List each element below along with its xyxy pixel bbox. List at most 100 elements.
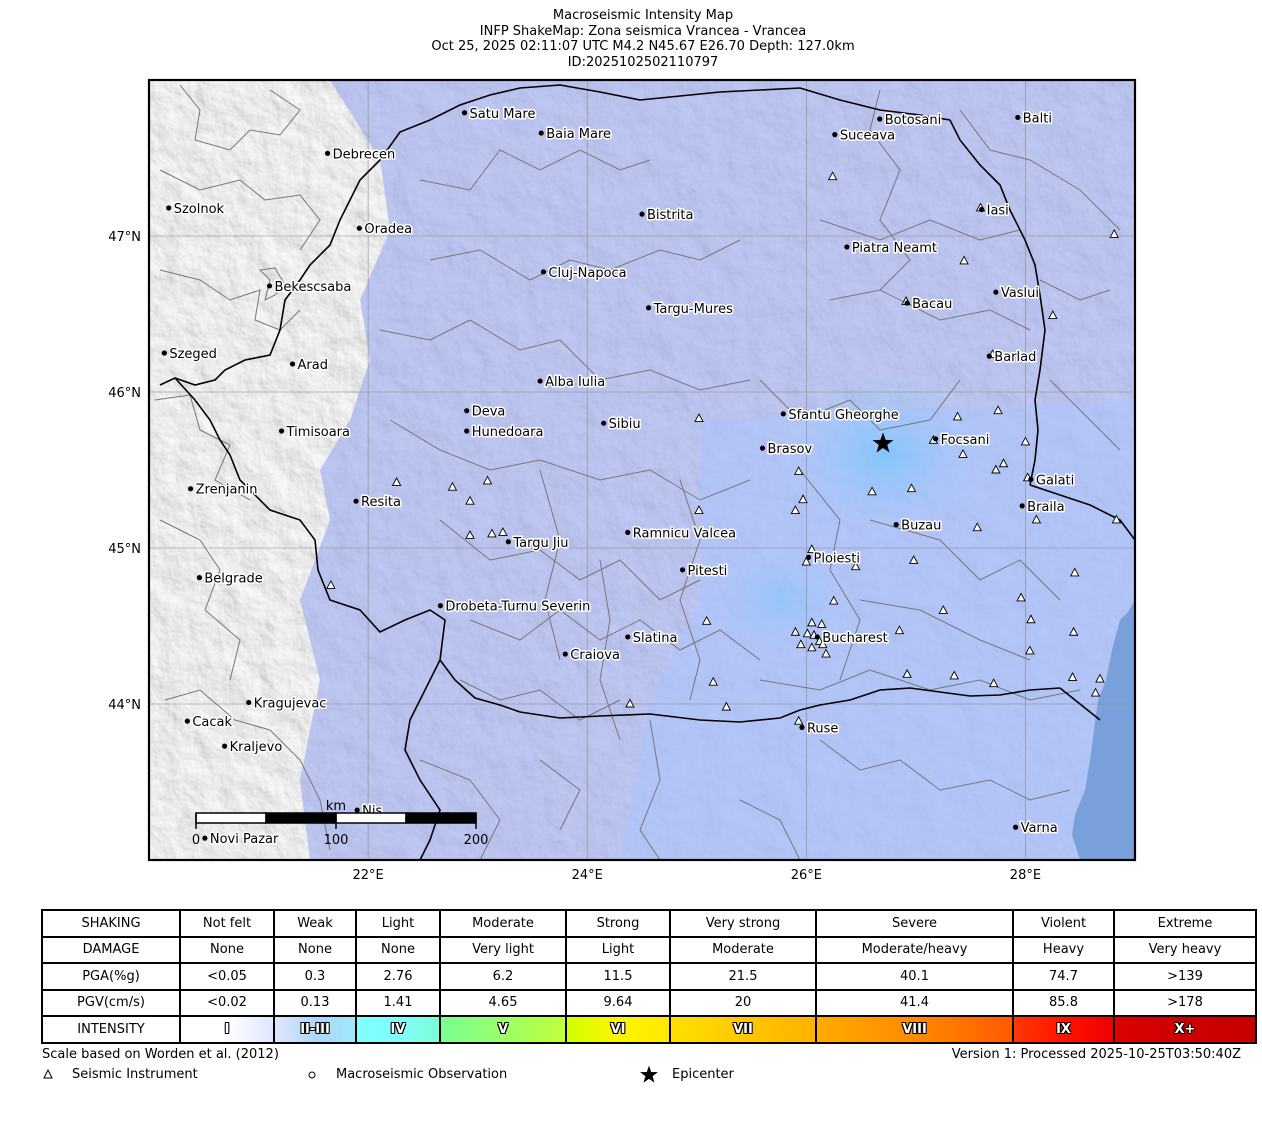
legend-cell: <0.05 <box>179 962 275 991</box>
city-dot <box>844 244 850 250</box>
city: Pitesti <box>679 562 729 580</box>
city-label: Kragujevac <box>254 696 327 711</box>
city-label: Braila <box>1027 500 1064 515</box>
macroseismic-key-icon <box>308 1071 316 1079</box>
seismic-instrument-marker <box>1109 228 1119 238</box>
legend-row-header: SHAKING <box>41 909 181 938</box>
city-label: Satu Mare <box>470 107 536 122</box>
city: Hunedoara <box>464 424 545 442</box>
legend-cell: None <box>179 935 275 964</box>
city-label: Arad <box>298 358 328 373</box>
seismic-instrument-marker <box>1067 672 1078 681</box>
legend-row-header: PGV(cm/s) <box>41 988 181 1017</box>
city: Debrecen <box>324 146 397 164</box>
lat-tick-label: 44°N <box>108 698 141 713</box>
city: Targu-Mures <box>645 300 735 318</box>
seismic-instrument-marker <box>938 604 949 614</box>
seismic-instrument-marker <box>902 668 912 678</box>
legend-cell: Not felt <box>179 909 275 938</box>
legend-cell: 20 <box>669 988 817 1017</box>
city-label: Vaslui <box>1001 286 1039 301</box>
city-dot <box>601 420 607 426</box>
city-dot <box>645 305 652 311</box>
city: Focsani <box>933 431 991 449</box>
title-line-4: ID:2025102502110797 <box>567 54 719 70</box>
city-dot <box>353 498 359 504</box>
legend-cell: Extreme <box>1113 909 1257 938</box>
instrument-key-icon <box>43 1068 53 1079</box>
intensity-map: Satu Mare Baia Mare Botosani Balti Suceava De… <box>108 78 1137 883</box>
title-line-2: INFP ShakeMap: Zona seismica Vrancea - V… <box>479 23 807 39</box>
city-dot <box>538 130 544 136</box>
city-label: Deva <box>472 405 506 420</box>
city-label: Sibiu <box>609 417 641 432</box>
seismic-instrument-marker <box>694 413 704 422</box>
city-dot <box>196 575 202 581</box>
city-dot <box>537 378 543 384</box>
city-label: Bekescsaba <box>275 280 352 295</box>
legend-cell: 0.13 <box>273 988 357 1017</box>
national-borders <box>159 84 1135 860</box>
legend-row: PGA(%g) <0.05 0.3 2.76 6.2 11.5 21.5 40.1 74.7 >1… <box>41 962 1257 991</box>
city: Ploiesti <box>805 550 862 568</box>
city: Ramnicu Valcea <box>625 525 738 543</box>
seismic-instrument-marker <box>1069 567 1080 577</box>
legend-cell: Severe <box>815 909 1014 938</box>
city-label: Pitesti <box>688 564 728 579</box>
city: Cluj-Napoca <box>540 264 628 282</box>
intensity-overlay-east <box>620 400 1135 860</box>
city-dot <box>437 603 444 609</box>
intensity-legend-table: SHAKING Not felt Weak Light Moderate Strong Ve… <box>41 909 1257 1044</box>
seismic-instrument-marker <box>906 483 917 493</box>
seismic-instrument-marker <box>793 715 804 725</box>
seismic-instrument-marker <box>694 505 704 515</box>
seismic-instrument-marker <box>482 475 493 485</box>
city: Baia Mare <box>538 126 613 144</box>
map-frame <box>147 78 1137 862</box>
city-dot <box>877 116 883 122</box>
epicentral-zone <box>775 365 995 545</box>
city-dot <box>759 445 766 451</box>
legend-cell: 74.7 <box>1012 962 1115 991</box>
seismic-instrument-marker <box>625 698 635 708</box>
city-label: Buzau <box>901 519 941 534</box>
city-label: Varna <box>1021 821 1058 836</box>
city-label: Bacau <box>912 297 952 312</box>
city-dot <box>161 350 167 356</box>
seismic-instrument-marker <box>721 701 732 711</box>
city-label: Debrecen <box>333 147 396 162</box>
city-dot <box>799 724 805 731</box>
title-line-3: Oct 25, 2025 02:11:07 UTC M4.2 N45.67 E2… <box>431 39 855 54</box>
city-label: Bistrita <box>647 208 693 223</box>
city-dot <box>562 651 568 657</box>
seismic-instrument-marker <box>802 628 813 638</box>
border-romania-serbia <box>229 454 521 713</box>
seismic-instrument-marker <box>828 595 839 605</box>
map-canvas <box>149 80 1135 860</box>
legend-cell: None <box>273 935 357 964</box>
city-label: Piatra Neamt <box>852 241 937 256</box>
legend-cell: Moderate <box>669 935 817 964</box>
city-label: Ploiesti <box>814 551 861 566</box>
city-dot <box>356 225 362 231</box>
city-label: Timisoara <box>286 425 350 440</box>
city-label: Craiova <box>570 648 620 663</box>
city-label: Szeged <box>169 347 217 362</box>
city: Braila <box>1019 498 1066 516</box>
seismic-instrument-marker <box>867 486 877 496</box>
city-label: Resita <box>361 495 401 510</box>
seismic-instrument-marker <box>391 477 402 486</box>
city: Iasi <box>979 202 1010 220</box>
title-line-1: Macroseismic Intensity Map <box>552 8 734 23</box>
city-dot <box>184 718 190 724</box>
legend-row: PGV(cm/s) <0.02 0.13 1.41 4.65 9.64 20 41.4 85.8… <box>41 988 1257 1017</box>
seismic-instrument-marker <box>465 530 475 539</box>
intensity-swatch: VI <box>565 1015 671 1044</box>
city: Deva <box>464 403 507 421</box>
legend-cell: None <box>355 935 441 964</box>
city-label: Belgrade <box>204 572 262 587</box>
scale-tick-0: 0 <box>192 833 200 848</box>
legend-cell: <0.02 <box>179 988 275 1017</box>
seismic-instrument-marker <box>1068 626 1079 636</box>
city-dot <box>202 835 208 841</box>
